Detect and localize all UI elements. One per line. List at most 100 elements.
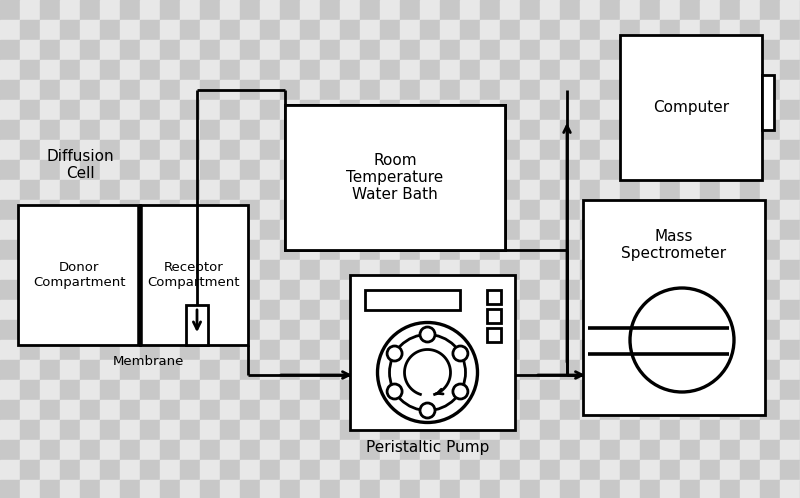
Bar (700, 120, 720, 140)
Bar (320, 80, 340, 100)
Bar (680, 40, 700, 60)
Bar (640, 280, 660, 300)
Bar (440, 40, 460, 60)
Bar (620, 180, 640, 200)
Bar (780, 240, 800, 260)
Bar (380, 300, 400, 320)
Bar (740, 420, 760, 440)
Bar (340, 460, 360, 480)
Bar (20, 240, 40, 260)
Bar (620, 80, 640, 100)
Bar (600, 220, 620, 240)
Bar (100, 100, 120, 120)
Bar (100, 220, 120, 240)
Bar (460, 40, 480, 60)
Bar (600, 20, 620, 40)
Bar (20, 400, 40, 420)
Bar (520, 300, 540, 320)
Bar (580, 180, 600, 200)
Bar (400, 420, 420, 440)
Bar (560, 140, 580, 160)
Bar (500, 120, 520, 140)
Bar (720, 220, 740, 240)
Bar (680, 220, 700, 240)
Bar (260, 280, 280, 300)
Bar (380, 100, 400, 120)
Bar (540, 380, 560, 400)
Bar (420, 240, 440, 260)
Bar (540, 40, 560, 60)
Bar (540, 300, 560, 320)
Bar (620, 60, 640, 80)
Bar (360, 280, 380, 300)
Bar (660, 260, 680, 280)
Bar (780, 220, 800, 240)
Bar (700, 280, 720, 300)
Bar (80, 240, 100, 260)
Bar (100, 360, 120, 380)
Bar (720, 40, 740, 60)
Bar (620, 140, 640, 160)
Bar (20, 100, 40, 120)
Bar (560, 340, 580, 360)
Bar (440, 320, 460, 340)
Bar (320, 340, 340, 360)
Bar (80, 360, 100, 380)
Bar (140, 220, 160, 240)
Bar (280, 100, 300, 120)
Bar (740, 280, 760, 300)
Bar (340, 400, 360, 420)
Bar (760, 240, 780, 260)
Bar (0, 220, 20, 240)
Bar (0, 300, 20, 320)
Bar (80, 0, 100, 20)
Bar (320, 380, 340, 400)
Bar (20, 180, 40, 200)
Bar (680, 20, 700, 40)
Bar (480, 280, 500, 300)
Bar (560, 0, 580, 20)
Bar (240, 140, 260, 160)
Bar (240, 340, 260, 360)
Bar (640, 340, 660, 360)
Bar (260, 340, 280, 360)
Bar (600, 420, 620, 440)
Bar (440, 340, 460, 360)
Bar (120, 400, 140, 420)
Bar (520, 340, 540, 360)
Bar (180, 40, 200, 60)
Bar (580, 140, 600, 160)
Bar (760, 80, 780, 100)
Bar (660, 360, 680, 380)
Bar (140, 440, 160, 460)
Bar (300, 240, 320, 260)
Bar (780, 40, 800, 60)
Bar (340, 480, 360, 498)
Bar (780, 400, 800, 420)
Bar (120, 220, 140, 240)
Bar (740, 460, 760, 480)
Bar (780, 260, 800, 280)
Bar (620, 35, 762, 180)
Bar (400, 320, 420, 340)
Bar (160, 20, 180, 40)
Bar (40, 60, 60, 80)
Bar (380, 460, 400, 480)
Bar (60, 320, 80, 340)
Bar (160, 200, 180, 220)
Bar (580, 420, 600, 440)
Bar (380, 480, 400, 498)
Bar (100, 280, 120, 300)
Bar (200, 40, 220, 60)
Bar (220, 20, 240, 40)
Bar (420, 260, 440, 280)
Bar (140, 480, 160, 498)
Bar (240, 0, 260, 20)
Bar (160, 220, 180, 240)
Bar (780, 280, 800, 300)
Bar (320, 0, 340, 20)
Bar (780, 180, 800, 200)
Bar (660, 0, 680, 20)
Bar (100, 440, 120, 460)
Bar (460, 100, 480, 120)
